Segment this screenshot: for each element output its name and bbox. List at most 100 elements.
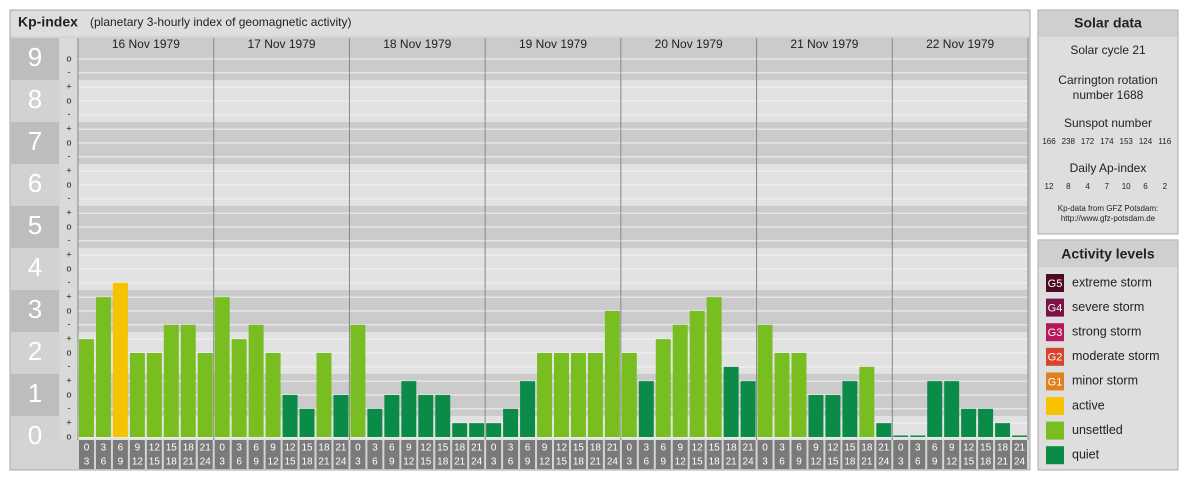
time-start: 6 xyxy=(796,443,802,454)
y-tick-label: 1 xyxy=(28,378,42,408)
side-text: Daily Ap-index xyxy=(1070,161,1147,175)
time-start: 15 xyxy=(301,443,313,454)
kp-bar xyxy=(401,381,417,437)
time-start: 12 xyxy=(692,443,704,454)
time-end: 6 xyxy=(779,457,785,468)
level-swatch xyxy=(1046,274,1064,292)
day-label: 17 Nov 1979 xyxy=(248,37,316,51)
time-start: 15 xyxy=(573,443,585,454)
chart-title: Kp-index xyxy=(18,14,78,30)
level-label-box xyxy=(11,332,59,374)
time-cell xyxy=(893,440,909,469)
day-label: 21 Nov 1979 xyxy=(790,37,858,51)
ap-value: 12 xyxy=(1045,182,1054,191)
level-swatch xyxy=(1046,298,1064,317)
kp-bar xyxy=(333,395,349,437)
time-cell xyxy=(910,440,926,469)
chart-subtitle: (planetary 3-hourly index of geomagnetic… xyxy=(90,15,351,29)
time-start: 3 xyxy=(644,443,650,454)
time-start: 0 xyxy=(355,443,361,454)
time-cell xyxy=(740,440,756,469)
time-start: 6 xyxy=(389,443,395,454)
time-cell xyxy=(587,440,603,469)
time-start: 9 xyxy=(949,443,955,454)
time-start: 21 xyxy=(878,443,890,454)
time-cell xyxy=(842,440,858,469)
minor-tick-label: + xyxy=(66,418,71,428)
time-cell xyxy=(316,440,332,469)
time-cell xyxy=(401,440,417,469)
level-label-box xyxy=(11,416,59,440)
time-cell xyxy=(655,440,671,469)
time-start: 21 xyxy=(607,443,619,454)
kp-bar xyxy=(978,408,994,437)
time-end: 6 xyxy=(644,457,650,468)
time-cell xyxy=(214,440,230,469)
time-cell xyxy=(995,440,1011,469)
time-start: 12 xyxy=(284,443,296,454)
kp-bar xyxy=(282,395,298,437)
time-end: 6 xyxy=(101,457,107,468)
level-label-box xyxy=(11,122,59,164)
time-cell xyxy=(927,440,943,469)
kp-bar xyxy=(587,353,603,437)
level-label: severe storm xyxy=(1072,300,1144,314)
kp-bar xyxy=(689,311,705,437)
time-end: 21 xyxy=(997,457,1009,468)
time-cell xyxy=(570,440,586,469)
kp-bar xyxy=(367,408,383,437)
time-cell xyxy=(248,440,264,469)
time-end: 24 xyxy=(200,457,212,468)
time-start: 0 xyxy=(898,443,904,454)
time-end: 12 xyxy=(946,457,958,468)
time-start: 18 xyxy=(454,443,466,454)
minor-tick-label: - xyxy=(68,109,71,119)
kp-bar xyxy=(146,353,162,437)
time-end: 15 xyxy=(556,457,568,468)
time-end: 15 xyxy=(963,457,975,468)
kp-bar xyxy=(740,381,756,437)
ap-value: 6 xyxy=(1143,182,1148,191)
ap-value: 2 xyxy=(1163,182,1168,191)
time-end: 21 xyxy=(454,457,466,468)
minor-tick-label: + xyxy=(66,292,71,302)
kp-bar xyxy=(486,423,502,437)
kp-bar xyxy=(350,324,366,437)
minor-tick-label: - xyxy=(68,193,71,203)
kp-bar xyxy=(95,297,111,437)
time-start: 3 xyxy=(508,443,514,454)
kp-bar xyxy=(825,395,841,437)
time-start: 21 xyxy=(1014,443,1026,454)
level-swatch xyxy=(1046,421,1064,440)
solar-panel xyxy=(1037,9,1179,235)
time-start: 3 xyxy=(236,443,242,454)
time-end: 9 xyxy=(253,457,259,468)
ap-value: 7 xyxy=(1105,182,1110,191)
time-cell xyxy=(638,440,654,469)
kp-bar xyxy=(672,324,688,437)
level-badge: G4 xyxy=(1048,303,1063,315)
time-start: 3 xyxy=(779,443,785,454)
time-cell xyxy=(231,440,247,469)
y-tick-label: 5 xyxy=(28,210,42,240)
time-end: 21 xyxy=(726,457,738,468)
y-tick-label: 2 xyxy=(28,336,42,366)
time-end: 12 xyxy=(539,457,551,468)
time-cell xyxy=(112,440,128,469)
time-end: 3 xyxy=(491,457,497,468)
minor-tick-label: o xyxy=(66,137,71,147)
minor-tick-label: - xyxy=(68,319,71,329)
level-label-box xyxy=(11,38,59,80)
level-swatch xyxy=(1046,347,1064,366)
time-start: 15 xyxy=(166,443,178,454)
time-end: 12 xyxy=(132,457,144,468)
time-start: 12 xyxy=(827,443,839,454)
time-cell xyxy=(367,440,383,469)
level-swatch xyxy=(1046,372,1064,391)
time-cell xyxy=(503,440,519,469)
y-tick-label: 0 xyxy=(28,420,42,450)
kp-bar xyxy=(893,435,909,437)
day-label: 19 Nov 1979 xyxy=(519,37,587,51)
time-start: 0 xyxy=(491,443,497,454)
